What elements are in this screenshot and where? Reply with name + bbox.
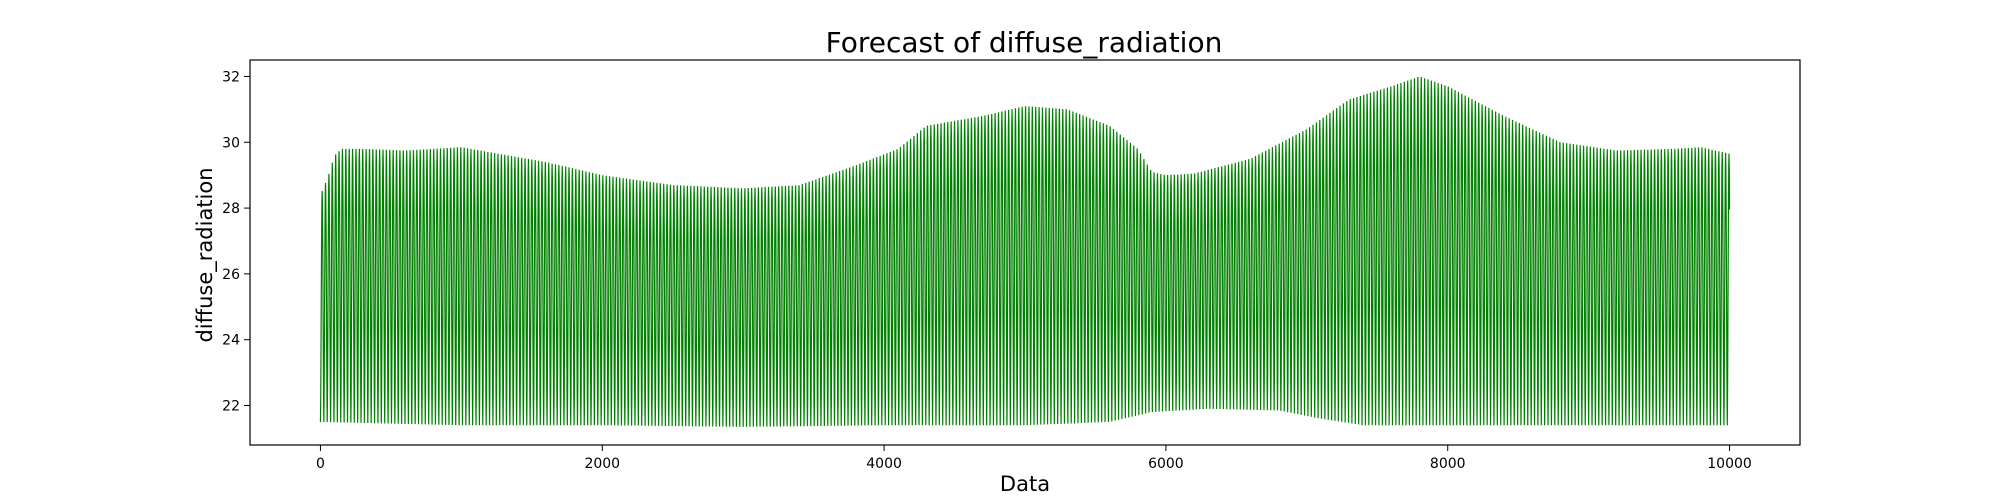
plot-frame <box>249 59 1801 446</box>
chart-title: Forecast of diffuse_radiation <box>826 26 1223 59</box>
y-tick-label: 22 <box>222 399 240 415</box>
y-tick-label: 30 <box>222 135 240 151</box>
x-tick-label: 0 <box>316 456 325 472</box>
y-tick-label: 32 <box>222 69 240 85</box>
x-tick-label: 10000 <box>1707 456 1752 472</box>
y-tick-label: 28 <box>222 201 240 217</box>
plot-area <box>319 77 1731 427</box>
y-axis-ticks: 22 24 26 28 30 32 <box>222 69 250 415</box>
series-line <box>319 77 1731 427</box>
y-tick-label: 26 <box>222 267 240 283</box>
x-axis-label: Data <box>1000 472 1050 496</box>
x-axis-ticks: 0 2000 4000 6000 8000 10000 <box>316 445 1752 472</box>
x-tick-label: 4000 <box>866 456 902 472</box>
x-tick-label: 8000 <box>1430 456 1466 472</box>
y-axis-label: diffuse_radiation <box>193 167 218 342</box>
x-tick-label: 6000 <box>1148 456 1184 472</box>
x-tick-label: 2000 <box>584 456 620 472</box>
y-tick-label: 24 <box>222 333 240 349</box>
